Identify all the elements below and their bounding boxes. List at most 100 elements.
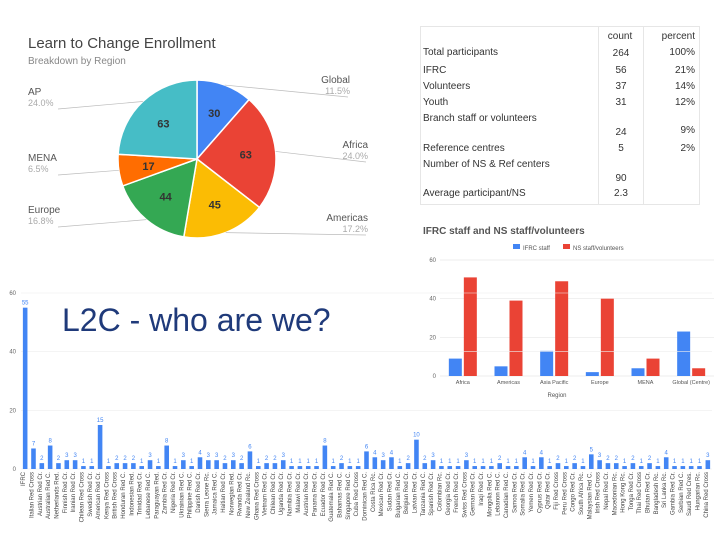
- bar: [430, 460, 436, 469]
- bar: [672, 466, 677, 469]
- data-label: 3: [148, 453, 152, 459]
- data-label: 3: [215, 453, 219, 459]
- bar: [631, 368, 645, 376]
- x-tick-label: Sudan Red Cr.: [387, 472, 393, 512]
- pie-slice: [182, 157, 261, 239]
- bar: [572, 463, 577, 469]
- row-count: 24: [615, 127, 627, 138]
- bar: [222, 463, 228, 469]
- bar: [630, 463, 636, 469]
- row-label: Number of NS & Ref centers: [423, 159, 550, 170]
- data-label: 2: [57, 456, 61, 462]
- leader-line: [57, 101, 143, 110]
- data-label: 55: [22, 301, 29, 307]
- data-label: 3: [282, 453, 286, 459]
- row-percent: 14%: [674, 81, 695, 92]
- x-tick-label: Philippine Red C.: [188, 472, 194, 519]
- row-label: IFRC: [423, 65, 447, 76]
- x-tick-label: Latvian Red Cr.: [412, 472, 418, 514]
- bar: [339, 463, 344, 469]
- bar: [31, 448, 36, 469]
- data-label: 1: [107, 459, 111, 465]
- x-tick-label: Bangladesh Rc.: [654, 472, 660, 515]
- bar: [289, 466, 294, 469]
- bar: [197, 457, 203, 469]
- data-label: 3: [598, 453, 602, 459]
- x-tick-label: Haitian Red Cr.: [221, 472, 227, 513]
- slice-percent-label: 24.0%: [28, 98, 54, 108]
- bar: [597, 460, 602, 469]
- regional-chart-title: IFRC staff and NS staff/volunteers: [423, 226, 585, 237]
- data-label: 1: [490, 459, 494, 465]
- data-label: 1: [681, 459, 685, 465]
- data-label: 1: [298, 459, 302, 465]
- bar: [655, 466, 661, 469]
- bar: [680, 466, 686, 469]
- data-label: 3: [207, 453, 211, 459]
- row-count: 2.3: [614, 188, 628, 199]
- y-tick-label: 60: [9, 291, 16, 297]
- x-tick-label: American Red Cr.: [96, 472, 102, 520]
- x-tick-label: Finnish Red Cr.: [63, 472, 69, 514]
- bar: [497, 463, 502, 469]
- x-tick-label: Netherlands Red.: [54, 472, 60, 519]
- x-tick-label: Italian Red Cross: [29, 472, 35, 518]
- data-label: 1: [157, 459, 161, 465]
- bar: [522, 457, 527, 469]
- x-tick-label: Kenya Red Cross: [104, 472, 110, 519]
- data-label: 1: [140, 459, 144, 465]
- x-tick-label: German Red Cr.: [471, 472, 477, 516]
- data-label: 1: [506, 459, 510, 465]
- row-count: 90: [615, 173, 627, 184]
- regional-bar-chart: IFRC staff NS staff/volunteers 0 20 40 60 Afri…: [429, 244, 714, 399]
- bar: [172, 466, 178, 469]
- data-label: 1: [82, 459, 86, 465]
- bar: [455, 466, 461, 469]
- legend-swatch: [513, 244, 520, 249]
- bar: [480, 466, 486, 469]
- slice-value-label: 44: [159, 192, 172, 204]
- x-tick-label: Mexican Red Cr.: [379, 472, 385, 517]
- bar: [600, 298, 614, 376]
- x-tick-label: Ghana Red Cross: [254, 472, 260, 520]
- bar: [181, 460, 186, 469]
- bar: [272, 463, 278, 469]
- bar: [564, 466, 569, 469]
- data-label: 2: [498, 456, 502, 462]
- x-tick-label: Jamaica Red C.: [213, 472, 219, 515]
- x-tick-label: British Red Cross: [113, 472, 119, 519]
- x-tick-label: Swedish Red Cr.: [88, 472, 94, 517]
- data-label: 6: [248, 444, 252, 450]
- row-count: 56: [615, 65, 627, 76]
- bar: [647, 463, 652, 469]
- x-tick-label: Australian Red C.: [46, 472, 52, 519]
- bar: [139, 466, 145, 469]
- slice-value-label: 17: [142, 161, 154, 173]
- row-count: 37: [615, 81, 627, 92]
- slice-name-label: AP: [28, 87, 42, 98]
- data-label: 1: [448, 459, 452, 465]
- data-label: 2: [423, 456, 427, 462]
- bar: [380, 460, 386, 469]
- data-label: 2: [556, 456, 560, 462]
- x-tick-label: Qatar Red Cr.: [546, 472, 552, 509]
- data-label: 4: [373, 450, 377, 456]
- x-tick-label: Paraguayan Red.: [154, 472, 160, 519]
- bar: [156, 466, 161, 469]
- data-label: 2: [123, 456, 127, 462]
- bar: [114, 463, 120, 469]
- x-tick-label: Sri Lanka Rc.: [662, 472, 668, 508]
- bar: [147, 460, 153, 469]
- stats-table: count percent Total participants 264 100…: [420, 26, 700, 205]
- x-tick-label: Samoa Red Cr.: [512, 472, 518, 513]
- data-label: 2: [265, 456, 269, 462]
- row-percent: 2%: [680, 143, 695, 154]
- data-label: 1: [690, 459, 694, 465]
- slice-name-label: Global: [321, 75, 350, 86]
- bar: [585, 372, 599, 376]
- data-label: 1: [332, 459, 336, 465]
- x-tick-label: Ecuador Red Cr.: [321, 472, 327, 517]
- data-label: 1: [698, 459, 702, 465]
- bar: [122, 463, 128, 469]
